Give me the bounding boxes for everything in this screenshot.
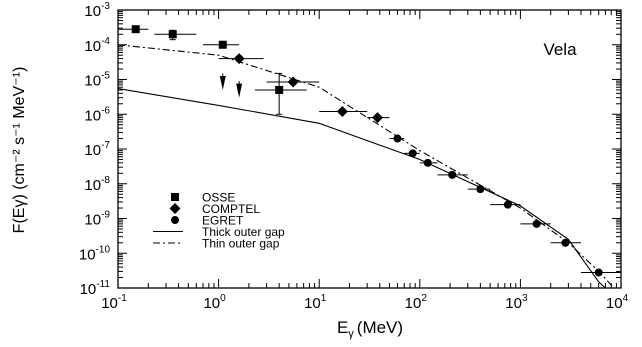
- y-tick-label: 10-8: [84, 175, 110, 194]
- y-tick-label: 10-3: [84, 1, 110, 20]
- egret-point: [561, 238, 570, 247]
- arrow-head: [219, 75, 226, 90]
- x-tick-label: 10-1: [101, 293, 127, 312]
- y-tick-label: 10-5: [84, 71, 110, 90]
- legend-marker-diamond: [169, 203, 181, 214]
- osse-point: [168, 30, 177, 39]
- egret-point: [532, 219, 541, 228]
- egret-point: [594, 268, 603, 277]
- y-axis-label: F(Eγ) (cm⁻² s⁻¹ MeV⁻¹): [11, 67, 28, 234]
- x-tick-labels: 10-1 100 101 102 103 104: [101, 293, 628, 312]
- comptel-point: [287, 76, 299, 88]
- y-tick-label: 10-11: [80, 279, 111, 298]
- osse-point: [275, 85, 284, 94]
- y-tick-label: 10-4: [84, 36, 110, 55]
- x-tick-label: 102: [405, 293, 428, 312]
- x-axis-label-sub: γ: [348, 328, 354, 340]
- model-curves: [117, 44, 615, 289]
- y-tick-labels: 10-11 10-10 10-9 10-8 10-7 10-6 10-5 10-4 10-3: [79, 1, 111, 298]
- legend-label: Thick outer gap: [202, 225, 285, 239]
- egret-point: [503, 200, 512, 209]
- osse-point: [218, 40, 227, 49]
- x-tick-label: 104: [606, 293, 629, 312]
- source-annotation: Vela: [543, 40, 577, 59]
- arrow-head: [236, 83, 243, 98]
- y-tick-label: 10-10: [79, 244, 111, 263]
- osse-point: [131, 25, 140, 34]
- data-points: [118, 25, 621, 277]
- comptel-point: [336, 105, 348, 117]
- legend-marker-square: [171, 193, 179, 201]
- egret-point: [408, 149, 417, 158]
- y-tick-label: 10-6: [84, 105, 110, 124]
- y-tick-label: 10-9: [84, 210, 110, 229]
- legend-label: OSSE: [202, 191, 235, 205]
- egret-point: [448, 170, 457, 179]
- axis-ticks: [117, 10, 621, 289]
- legend-marker-circle: [171, 216, 179, 224]
- comptel-point: [372, 112, 384, 124]
- curve-thin-outer-gap: [117, 44, 615, 289]
- legend-label: COMPTEL: [202, 202, 260, 216]
- x-axis-label-main: E: [337, 318, 348, 337]
- x-axis-label: Eγ (MeV): [337, 318, 403, 340]
- egret-point: [393, 134, 402, 143]
- x-tick-label: 101: [304, 293, 327, 312]
- legend-label: EGRET: [202, 214, 244, 228]
- egret-point: [476, 185, 485, 194]
- legend-label: Thin outer gap: [202, 237, 280, 251]
- x-tick-label: 100: [203, 293, 226, 312]
- egret-point: [423, 158, 432, 167]
- curve-thick-outer-gap: [117, 87, 606, 289]
- y-tick-label: 10-7: [84, 140, 110, 159]
- comptel-point: [233, 53, 245, 65]
- x-tick-label: 103: [505, 293, 528, 312]
- upper-limit-arrows: [219, 73, 243, 98]
- x-axis-label-unit: (MeV): [357, 318, 403, 337]
